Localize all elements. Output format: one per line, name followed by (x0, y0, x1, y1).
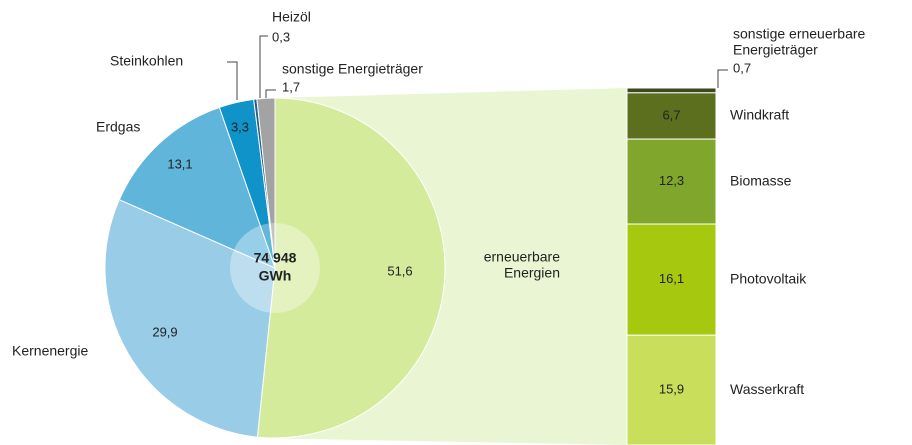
value-label: 6,7 (662, 107, 680, 122)
value-label: 3,3 (231, 119, 249, 134)
bar-segment (626, 138, 717, 225)
pie-slice (256, 97, 276, 269)
bar-stack (626, 87, 717, 445)
center-total: 74 948 (254, 250, 297, 266)
value-label: 29,9 (152, 324, 177, 339)
category-label: Steinkohlen (110, 53, 183, 69)
value-label: 12,3 (659, 173, 684, 188)
category-label: Wasserkraft (730, 381, 804, 397)
category-label: Energien (504, 265, 560, 281)
category-label: Kernenergie (12, 343, 88, 359)
value-label: 15,9 (659, 382, 684, 397)
center-circle (230, 223, 320, 313)
leader-line (717, 69, 728, 88)
category-label: Biomasse (730, 172, 792, 188)
value-label: 1,7 (282, 79, 300, 94)
category-label: Erdgas (96, 119, 140, 135)
leader-line (265, 89, 276, 98)
value-label: 0,3 (272, 29, 290, 44)
category-label: Windkraft (730, 107, 789, 123)
value-label: 0,7 (733, 60, 751, 75)
leader-line (259, 35, 268, 98)
center-unit: GWh (259, 268, 292, 284)
value-label: 13,1 (167, 156, 192, 171)
category-label: erneuerbare (484, 249, 560, 265)
pie-slice (104, 199, 276, 438)
bar-segment (626, 87, 717, 94)
value-label: 16,1 (659, 271, 684, 286)
pie-slice (256, 97, 446, 439)
category-label: sonstige erneuerbare (733, 26, 866, 42)
bar-segment (626, 223, 717, 336)
pie-slice (118, 106, 276, 269)
category-label: Heizöl (272, 9, 311, 25)
pie (104, 97, 446, 439)
category-label: sonstige Energieträger (282, 61, 423, 77)
category-label: Photovoltaik (730, 270, 807, 286)
value-label: 51,6 (387, 263, 412, 278)
category-label: Energieträger (733, 42, 818, 58)
bar-segment (626, 334, 717, 445)
leader-line (227, 61, 238, 100)
